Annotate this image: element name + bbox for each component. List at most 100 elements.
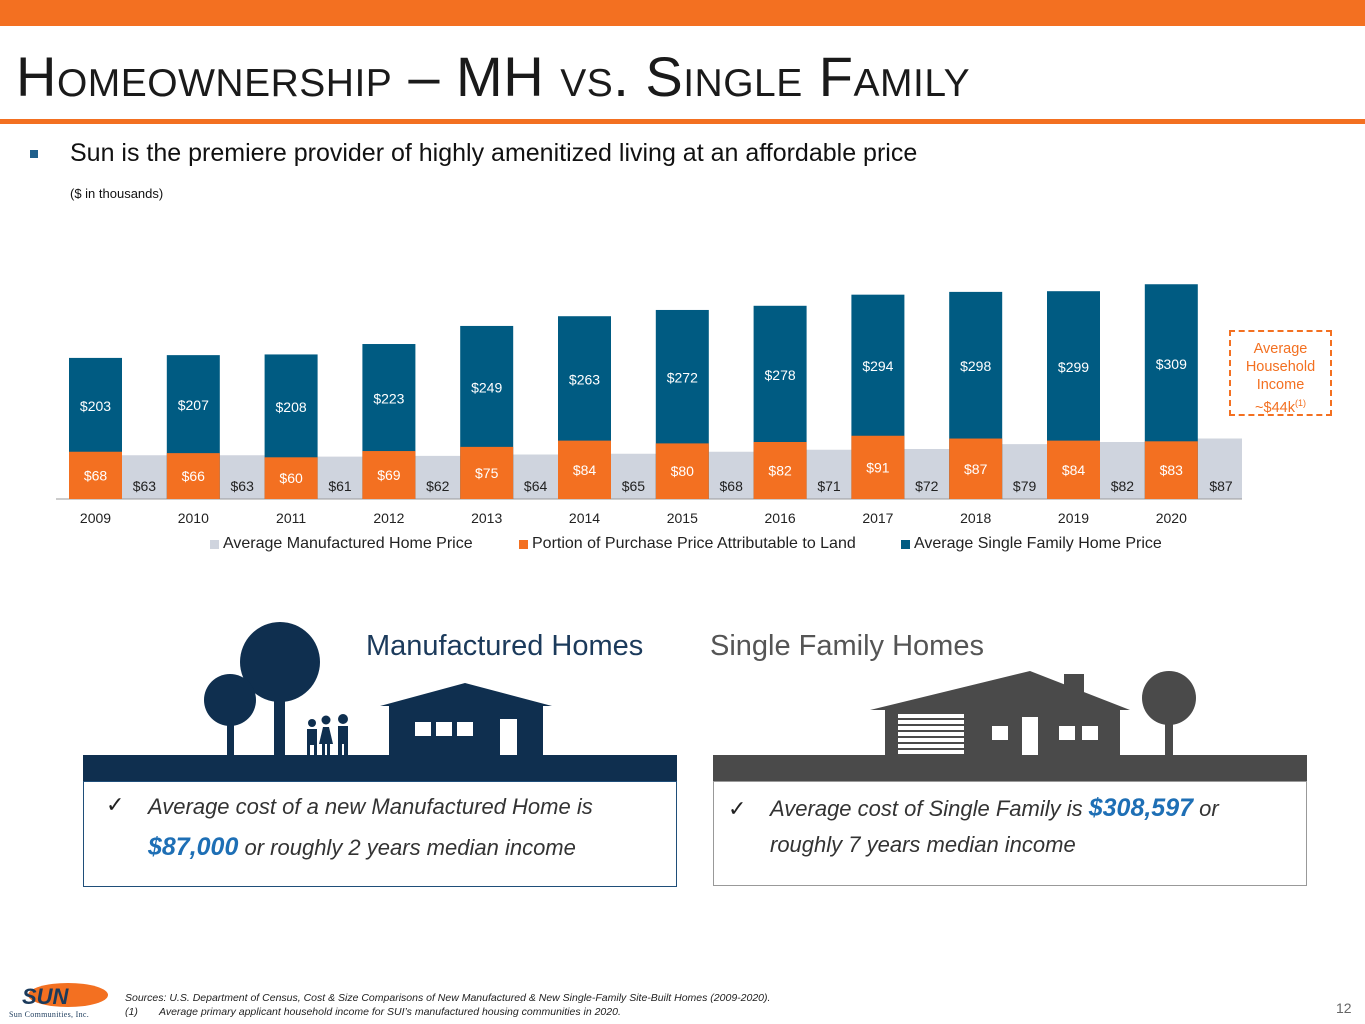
sf-price-label: $294 [862,358,893,374]
manufactured-house-icon [380,683,552,758]
mh-price-label: $68 [720,478,744,494]
year-tick-label: 2020 [1156,510,1187,526]
manufactured-cost-value: $87,000 [148,833,239,861]
land-portion-label: $60 [279,470,303,486]
bullet-square-icon [30,150,38,158]
sf-price-label: $299 [1058,359,1089,375]
land-portion-bar [166,453,220,499]
sf-price-label: $272 [667,370,698,386]
legend-mh: Average Manufactured Home Price [210,535,473,553]
sf-price-label: $298 [960,358,991,374]
year-tick-label: 2011 [276,510,306,526]
sf-price-label: $309 [1156,356,1187,372]
footnote-text: Average primary applicant household inco… [159,1006,621,1018]
title-part-single-family: vs. Single Family [560,45,971,108]
legend-sf: Average Single Family Home Price [901,535,1162,553]
year-tick-label: 2016 [765,510,796,526]
sun-logo-icon: SUN [22,983,108,1009]
land-portion-bar [655,443,709,499]
single-family-cost-value: $308,597 [1088,794,1194,822]
legend-swatch-sf [901,539,910,549]
sources-footnote: Sources: U.S. Department of Census, Cost… [125,991,770,1019]
land-portion-bar [460,446,514,499]
manufactured-home-scene-icon [204,622,552,760]
year-tick-label: 2015 [667,510,698,526]
mh-price-label: $64 [524,478,548,494]
income-footnote-mark: (1) [1294,398,1306,408]
land-portion-label: $84 [1062,462,1086,478]
legend-swatch-mh [210,539,219,549]
sf-price-label: $203 [80,398,111,414]
title-part-homeownership: Homeownership [16,45,393,108]
land-portion-label: $75 [475,465,499,481]
manufactured-cost-box: ✓ Average cost of a new Manufactured Hom… [83,781,677,887]
land-portion-label: $84 [573,462,597,478]
mh-price-label: $62 [426,478,450,494]
page-title: Homeownership – MH vs. Single Family [16,44,970,109]
manufactured-homes-heading: Manufactured Homes [366,630,644,662]
year-tick-label: 2014 [569,510,600,526]
single-family-cost-line-2: roughly 7 years median income [770,832,1076,857]
mh-price-label: $63 [231,478,255,494]
check-icon: ✓ [106,792,125,817]
land-portion-bar [69,451,122,499]
sf-price-label: $207 [178,397,209,413]
legend-swatch-land [519,539,528,549]
land-portion-label: $91 [866,459,890,475]
year-tick-label: 2013 [471,510,502,526]
small-tree-icon [204,674,256,726]
year-tick-label: 2019 [1058,510,1089,526]
land-portion-label: $80 [671,463,695,479]
single-family-cost-prefix: Average cost of Single Family is [770,796,1089,821]
round-tree-icon [1142,671,1196,725]
land-portion-label: $69 [377,467,401,483]
year-tick-label: 2017 [862,510,893,526]
land-portion-label: $87 [964,461,988,477]
manufactured-cost-suffix: or roughly 2 years median income [238,835,576,860]
year-tick-label: 2018 [960,510,991,526]
manufactured-ground-bar [83,755,677,781]
single-family-scene-icon [870,671,1196,760]
page-number: 12 [1336,1000,1352,1016]
year-tick-label: 2012 [373,510,404,526]
land-portion-bar [558,440,611,499]
manufactured-cost-line-1: Average cost of a new Manufactured Home … [148,794,593,819]
single-family-cost-suffix: or [1193,796,1219,821]
top-accent-bar [0,0,1365,26]
sf-price-label: $263 [569,371,600,387]
mh-price-label: $61 [328,478,352,494]
single-family-cost-text: Average cost of Single Family is $308,59… [770,790,1219,863]
unit-note: ($ in thousands) [70,186,164,201]
company-name: Sun Communities, Inc. [9,1010,90,1019]
single-family-cost-box: ✓ Average cost of Single Family is $308,… [713,781,1307,886]
footnote-mark: (1) [125,1006,138,1018]
mh-price-label: $72 [915,478,939,494]
mh-price-label: $87 [1209,478,1233,494]
land-portion-bar [753,442,807,499]
mh-price-label: $63 [133,478,157,494]
subtitle: Sun is the premiere provider of highly a… [70,139,918,167]
average-income-box: Average Household Income ~$44k(1) [1229,330,1332,416]
income-line-3: Income [1256,377,1305,393]
check-icon: ✓ [728,796,747,821]
land-portion-bar [1144,441,1198,499]
price-chart: $203 $68 $63 2009 $207 $66 $63 2010 $208 $60 $61 20… [56,284,1242,526]
land-portion-bar [949,438,1003,499]
land-portion-bar [264,457,318,499]
legend-land: Portion of Purchase Price Attributable t… [519,535,856,553]
mh-price-label: $79 [1013,478,1037,494]
sf-price-label: $278 [765,367,796,383]
land-portion-bar [851,435,905,499]
garage-door-icon [898,714,964,754]
manufactured-cost-text: Average cost of a new Manufactured Home … [148,786,593,868]
land-portion-label: $83 [1160,462,1184,478]
mh-price-label: $65 [622,478,646,494]
income-value: ~$44k [1255,399,1295,416]
title-part-mh: – MH [392,45,561,108]
single-family-homes-heading: Single Family Homes [710,630,984,662]
logo-mark: SUN [22,984,70,1009]
sources-line-1: Sources: U.S. Department of Census, Cost… [125,992,771,1004]
income-line-2: Household [1245,359,1316,375]
land-portion-label: $68 [84,467,108,483]
single-family-cost-line-1: Average cost of Single Family is $308,59… [770,790,1219,827]
